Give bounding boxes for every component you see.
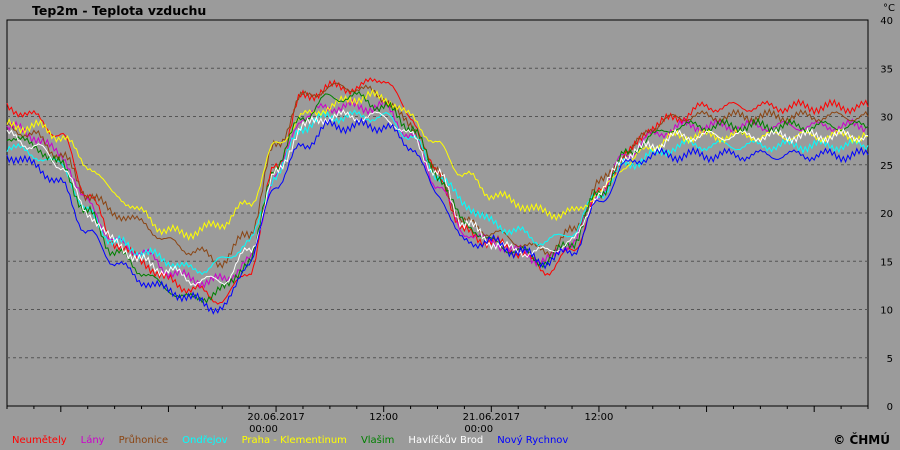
chart-legend: Neumětely Lány Průhonice Ondřejov Praha - Kl… bbox=[12, 435, 582, 446]
x-tick-label: 21.06.2017 bbox=[463, 412, 520, 423]
series-line-1 bbox=[6, 98, 869, 290]
legend-entry: Lány bbox=[80, 435, 105, 446]
y-tick-label: 10 bbox=[880, 306, 893, 317]
legend-entry: Ondřejov bbox=[182, 435, 228, 446]
series-line-5 bbox=[6, 90, 869, 304]
legend-entry: Nový Rychnov bbox=[497, 435, 569, 446]
legend-entry: Havlíčkův Brod bbox=[408, 435, 484, 446]
y-tick-label: 5 bbox=[887, 354, 893, 365]
y-tick-label: 25 bbox=[880, 161, 893, 172]
series-line-7 bbox=[6, 117, 869, 315]
x-tick-label: 00:00 bbox=[249, 424, 278, 435]
y-tick-label: 30 bbox=[880, 113, 893, 124]
y-tick-label: 15 bbox=[880, 257, 893, 268]
y-tick-label: 40 bbox=[880, 16, 893, 27]
legend-entry: Praha - Klementinum bbox=[241, 435, 347, 446]
plot-area bbox=[6, 19, 869, 407]
x-tick-label: 20.06.2017 bbox=[247, 412, 304, 423]
series-line-4 bbox=[6, 88, 869, 241]
legend-entry: Neumětely bbox=[12, 435, 67, 446]
copyright-label: © ČHMÚ bbox=[833, 433, 890, 447]
series-line-6 bbox=[6, 109, 869, 287]
y-tick-label: 0 bbox=[887, 402, 893, 413]
legend-entry: Vlašim bbox=[360, 435, 395, 446]
series-line-2 bbox=[6, 82, 869, 269]
x-tick-label: 00:00 bbox=[464, 424, 493, 435]
x-tick-label: 12:00 bbox=[369, 412, 398, 423]
legend-entry: Průhonice bbox=[118, 435, 169, 446]
chart-title: Tep2m - Teplota vzduchu bbox=[32, 3, 207, 18]
y-tick-label: 20 bbox=[880, 209, 893, 220]
x-tick-label: 12:00 bbox=[585, 412, 614, 423]
y-tick-label: 35 bbox=[880, 64, 893, 75]
y-axis-unit: °C bbox=[883, 3, 895, 14]
